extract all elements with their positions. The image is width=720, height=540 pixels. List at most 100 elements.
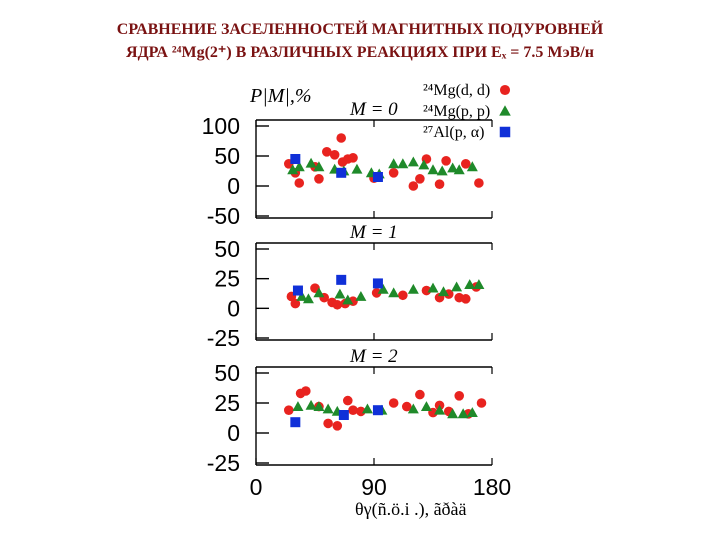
data-point-triangle [388,158,400,169]
data-point-circle [301,386,311,396]
data-point-circle [371,288,382,298]
data-point-circle [294,178,305,188]
data-point-square [372,278,383,289]
data-point-circle [398,290,408,301]
data-point-triangle [457,408,469,419]
y-tick-label: -50 [207,203,240,229]
data-point-triangle [437,286,449,297]
data-point-circle [460,159,471,169]
data-point-triangle [305,157,317,168]
data-point-circle [348,405,358,416]
y-tick-label: 25 [214,266,240,292]
data-point-circle [415,174,425,184]
data-point-circle [323,418,333,429]
data-point-triangle [407,156,419,167]
slide-title: СРАВНЕНИЕ ЗАСЕЛЕННОСТЕЙ МАГНИТНЫХ ПОДУРО… [0,18,720,64]
data-point-triangle [313,161,325,172]
panel-label: M = 0 [349,99,398,120]
y-tick-label: 25 [214,390,240,416]
data-point-triangle [377,283,389,294]
legend-label: ²⁴Mg(p, p) [423,103,490,120]
data-point-circle [441,156,451,166]
y-tick-label: 100 [202,113,240,139]
y-tick-label: 0 [227,295,240,321]
data-point-circle [332,299,343,310]
data-point-triangle [464,279,476,289]
legend-marker-circle [499,84,511,96]
data-point-triangle [293,161,305,172]
data-point-circle [474,178,484,188]
panel-2: 50 25 0 -25 M = 2 [207,346,493,476]
data-point-circle [460,294,471,304]
data-point-circle [356,406,366,417]
legend-label: ²⁷Al(p, α) [423,124,484,141]
data-point-circle [332,421,343,431]
data-point-triangle [427,282,439,293]
data-point-triangle [305,399,317,410]
data-point-triangle [447,408,459,419]
data-point-circle [329,150,340,160]
data-point-triangle [407,403,419,414]
data-point-triangle [355,290,367,301]
data-point-triangle [342,294,354,305]
data-point-square [290,154,301,164]
y-axis-label: P|M|,% [249,85,312,107]
data-point-triangle [397,158,409,169]
y-tick-label: -25 [207,325,240,351]
data-point-square [290,417,301,428]
data-point-circle [348,153,358,163]
data-point-triangle [302,293,314,304]
data-point-triangle [407,283,419,294]
data-point-triangle [427,164,439,175]
data-point-triangle [447,162,459,173]
data-point-circle [476,398,487,408]
chart-panels: 100 50 0 -50 M = 0 50 25 0 -25 M = 1 50 25 0 -25 M = 2… [202,99,512,500]
panel-label: M = 2 [349,346,398,367]
panel-label: M = 1 [349,222,398,243]
data-point-square [372,405,383,416]
legend: ²⁴Mg(d, d) ²⁴Mg(p, p) ²⁷Al(p, α) [423,82,511,141]
data-point-circle [342,395,353,406]
data-point-circle [454,391,465,401]
data-point-triangle [322,403,334,414]
title-line-2: ЯДРА ²⁴Mg(2⁺) В РАЗЛИЧНЫХ РЕАКЦИЯХ ПРИ E… [126,44,594,61]
panel-1: 50 25 0 -25 M = 1 [207,222,493,351]
data-point-triangle [296,290,308,301]
data-point-circle [401,401,412,412]
x-tick-label: 0 [250,474,263,500]
data-point-circle [434,179,445,189]
x-axis-label: θγ(ñ.ö.i .), ãðàä [355,499,467,520]
x-tick-label: 90 [361,474,387,500]
data-point-circle [388,168,399,178]
data-point-triangle [451,281,463,292]
data-point-circle [408,181,419,191]
data-point-triangle [334,288,346,299]
data-point-circle [336,133,347,143]
data-point-triangle [436,165,448,176]
data-point-circle [290,298,301,309]
title-line-1: СРАВНЕНИЕ ЗАСЕЛЕННОСТЕЙ МАГНИТНЫХ ПОДУРО… [116,21,604,38]
data-point-triangle [313,287,325,298]
data-point-triangle [434,404,446,415]
legend-marker-triangle [499,105,511,116]
data-point-circle [314,174,324,184]
data-point-triangle [292,401,304,411]
legend-marker-square [499,126,511,138]
data-point-square [338,410,349,420]
data-point-triangle [388,287,400,298]
data-point-circle [283,405,294,416]
data-point-circle [322,147,332,157]
y-tick-label: 0 [227,420,240,446]
data-point-square [336,167,347,178]
data-point-triangle [418,159,430,170]
y-tick-label: 0 [227,173,240,199]
panel-0: 100 50 0 -50 M = 0 [202,99,493,229]
data-point-triangle [287,164,299,175]
data-point-circle [388,398,399,408]
data-point-square [336,274,347,285]
data-point-triangle [351,163,363,174]
data-point-triangle [453,164,465,175]
data-point-triangle [466,161,478,172]
legend-label: ²⁴Mg(d, d) [423,82,490,99]
